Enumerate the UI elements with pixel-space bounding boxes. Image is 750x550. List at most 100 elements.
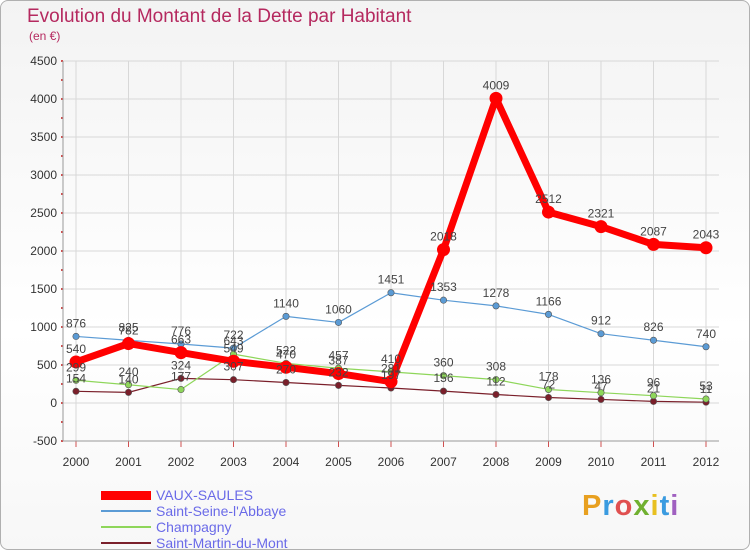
data-label: 663	[171, 333, 191, 347]
x-tick-label: 2007	[430, 455, 457, 469]
data-label: 154	[66, 371, 86, 385]
y-tick-label: 4500	[30, 54, 57, 68]
data-label: 112	[486, 374, 505, 388]
x-tick-label: 2006	[378, 455, 405, 469]
y-minor-tick	[61, 174, 63, 176]
data-label: 776	[171, 324, 191, 338]
data-point	[649, 392, 657, 400]
data-label: 457	[328, 348, 348, 362]
data-point	[230, 344, 238, 352]
proxiti-logo: Proxiti	[582, 490, 679, 523]
data-label: 1451	[378, 273, 405, 287]
data-label: 740	[696, 327, 716, 341]
data-point	[125, 381, 133, 389]
y-tick-label: 3500	[30, 130, 57, 144]
data-point	[177, 386, 185, 394]
data-label: 522	[276, 343, 296, 357]
logo-letter: x	[633, 490, 651, 522]
data-label: 270	[276, 362, 296, 376]
logo-letter: o	[614, 490, 634, 522]
data-point	[597, 330, 605, 338]
data-point	[230, 376, 238, 384]
x-tick-label: 2010	[588, 455, 615, 469]
x-tick-label: 2008	[483, 455, 510, 469]
logo-letter: i	[650, 490, 660, 522]
data-label: 1353	[430, 280, 457, 294]
data-label: 826	[643, 320, 663, 334]
y-minor-tick	[61, 212, 63, 214]
data-label: 410	[381, 352, 401, 366]
data-point	[177, 374, 185, 382]
data-label: 876	[66, 316, 86, 330]
data-label: 136	[591, 373, 611, 387]
grid-layer	[63, 60, 719, 442]
x-tick-label: 2003	[220, 455, 247, 469]
legend-label: Champagny	[156, 519, 232, 535]
data-point	[282, 378, 290, 386]
y-minor-tick	[61, 60, 63, 62]
series-0	[69, 91, 713, 389]
data-label: 2043	[693, 228, 720, 242]
data-label: 825	[118, 320, 138, 334]
x-tick-label: 2004	[273, 455, 300, 469]
y-tick-label: 0	[50, 396, 57, 410]
legend-swatch	[101, 490, 151, 500]
data-label: 2018	[430, 230, 457, 244]
data-point	[439, 372, 447, 380]
legend-label: Saint-Martin-du-Mont	[156, 535, 288, 550]
data-point	[334, 318, 342, 326]
y-minor-tick	[61, 364, 63, 366]
data-point	[492, 376, 500, 384]
data-point	[542, 205, 555, 219]
data-point	[544, 394, 552, 402]
data-label: 324	[171, 358, 191, 372]
data-label: 360	[433, 356, 453, 370]
y-minor-tick	[61, 383, 63, 385]
logo-letter: P	[582, 490, 603, 522]
x-tick-label: 2011	[641, 455, 667, 469]
unit-label: (en €)	[29, 29, 61, 43]
data-point	[594, 220, 608, 234]
data-label: 470	[276, 347, 296, 361]
data-label: 2321	[588, 207, 615, 221]
data-point	[439, 387, 447, 395]
data-label: 156	[433, 371, 453, 385]
data-label: 782	[118, 324, 138, 338]
legend-swatch	[101, 510, 151, 512]
y-tick-label: 2500	[30, 206, 57, 220]
data-point	[279, 360, 293, 374]
y-minor-tick	[61, 345, 63, 347]
y-minor-tick	[61, 193, 63, 195]
data-point	[282, 312, 290, 320]
data-label: 912	[591, 314, 611, 328]
data-point	[649, 336, 657, 344]
series-layer	[69, 91, 713, 406]
data-label: 232	[328, 365, 348, 379]
data-point	[72, 387, 80, 395]
data-label: 197	[381, 368, 401, 382]
data-point	[544, 385, 552, 393]
y-minor-tick	[61, 155, 63, 157]
data-label: 140	[118, 372, 138, 386]
data-label: 4009	[483, 78, 510, 92]
data-label: 307	[223, 360, 243, 374]
logo-letter: i	[670, 490, 680, 522]
data-label: 53	[699, 379, 713, 393]
y-tick-label: 500	[37, 358, 57, 372]
logo-letter: t	[659, 490, 671, 522]
y-tick-label: 4000	[30, 92, 57, 106]
data-point	[334, 381, 342, 389]
data-label: 96	[647, 376, 661, 390]
data-label: 722	[223, 328, 243, 342]
data-point	[544, 310, 552, 318]
data-label: 1140	[273, 296, 299, 310]
data-label: 2512	[535, 192, 562, 206]
data-point	[597, 395, 605, 403]
data-label: 1278	[483, 286, 510, 300]
data-label: 72	[542, 378, 556, 392]
data-point	[125, 388, 133, 396]
data-point	[492, 390, 500, 398]
data-point	[702, 343, 710, 351]
data-point	[384, 375, 398, 389]
